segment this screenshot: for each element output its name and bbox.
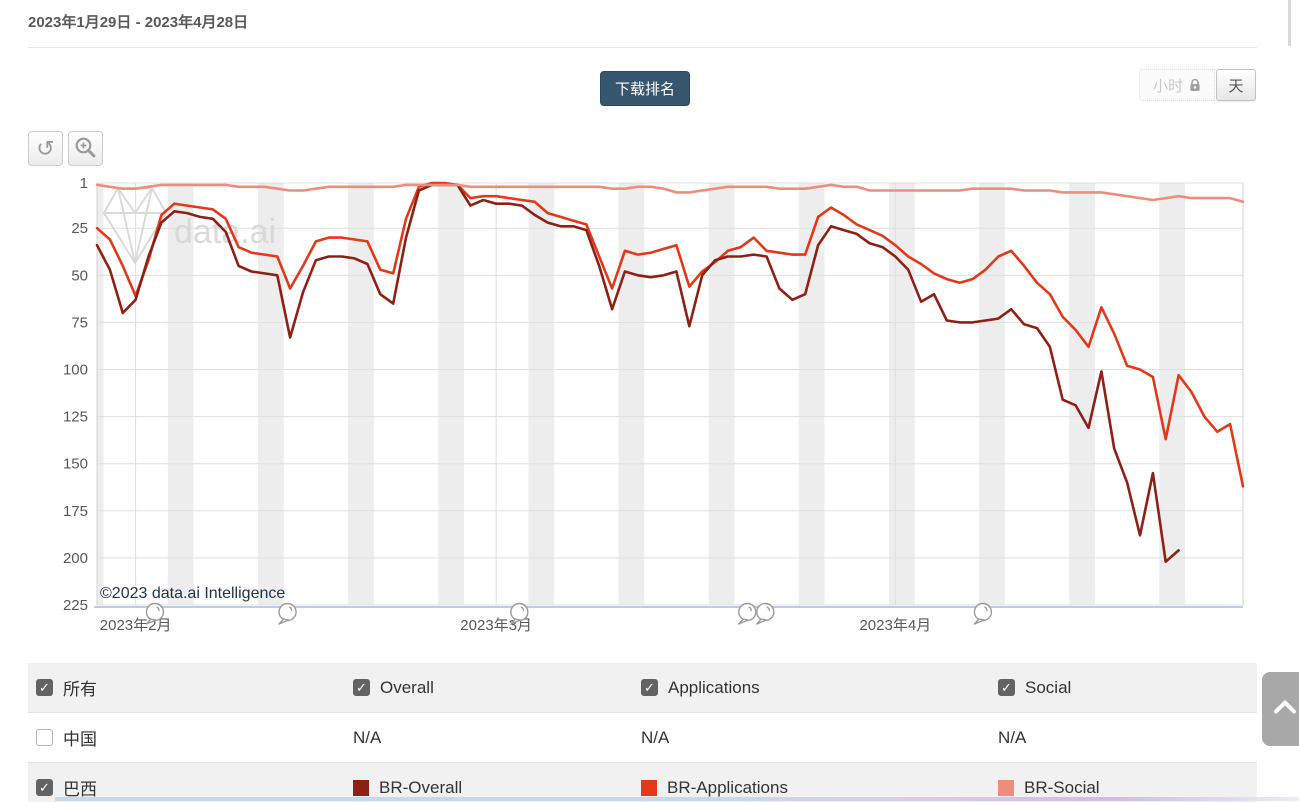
download-rank-button[interactable]: 下载排名 xyxy=(600,71,691,106)
series-br-social[interactable] xyxy=(95,183,1245,204)
series-swatch-brazil-social xyxy=(998,779,1014,796)
hour-toggle-button[interactable]: 小时 xyxy=(1139,69,1215,101)
granularity-toggle: 小时 天 xyxy=(1139,69,1256,101)
legend-row-all: ✓ 所有 ✓ Overall ✓ Applications ✓ Social xyxy=(28,663,1257,713)
checkbox-country-china[interactable] xyxy=(36,729,53,746)
legend-cell-country-china: 中国 xyxy=(28,713,345,762)
y-tick-label: 200 xyxy=(63,550,88,567)
reset-zoom-button[interactable]: ↺ xyxy=(28,131,63,166)
value-china-overall: N/A xyxy=(353,727,382,747)
hour-label: 小时 xyxy=(1152,77,1183,95)
legend-cell-social: ✓ Social xyxy=(990,663,1257,712)
annotation-bubble-icon[interactable] xyxy=(278,602,297,625)
legend-cell-china-overall: N/A xyxy=(345,713,633,762)
x-tick-label: 2023年2月 xyxy=(100,617,172,634)
label-brazil-overall: BR-Overall xyxy=(379,777,463,797)
label-brazil-social: BR-Social xyxy=(1024,777,1100,797)
annotation-bubble-icon[interactable] xyxy=(973,602,993,625)
legend-table: ✓ 所有 ✓ Overall ✓ Applications ✓ Social 中国 N/A N/A N… xyxy=(28,663,1257,802)
label-country-china: 中国 xyxy=(63,730,97,749)
y-tick-label: 225 xyxy=(63,597,88,614)
day-label: 天 xyxy=(1228,77,1244,95)
annotation-markers xyxy=(145,602,993,625)
label-brazil-applications: BR-Applications xyxy=(667,777,788,797)
y-tick-label: 100 xyxy=(63,362,88,379)
scroll-to-top-button[interactable] xyxy=(1262,672,1299,746)
y-tick-label: 75 xyxy=(71,314,88,331)
bottom-highlight-strip xyxy=(55,797,1299,801)
lock-icon xyxy=(1190,78,1200,91)
label-country-all: 所有 xyxy=(63,680,97,699)
y-tick-label: 1 xyxy=(80,175,88,192)
legend-cell-brazil-social: BR-Social xyxy=(990,763,1257,802)
annotation-bubble-icon[interactable] xyxy=(145,602,165,625)
legend-cell-brazil-overall: BR-Overall xyxy=(345,763,633,802)
checkbox-applications[interactable]: ✓ xyxy=(641,679,658,696)
legend-cell-overall: ✓ Overall xyxy=(345,663,633,712)
checkbox-overall[interactable]: ✓ xyxy=(353,679,370,696)
checkbox-country-brazil[interactable]: ✓ xyxy=(36,779,53,796)
annotation-bubble-icon[interactable] xyxy=(738,602,757,625)
series-swatch-brazil-applications xyxy=(641,779,657,796)
legend-cell-china-applications: N/A xyxy=(633,713,990,762)
chart-tools: ↺ xyxy=(28,131,103,166)
legend-cell-country-brazil: ✓ 巴西 xyxy=(28,763,345,802)
annotation-bubble-icon[interactable] xyxy=(510,602,529,625)
chevron-up-icon xyxy=(1273,700,1296,714)
value-china-applications: N/A xyxy=(641,727,670,747)
legend-row-brazil: ✓ 巴西 BR-Overall BR-Applications BR-Social xyxy=(28,763,1257,802)
y-tick-label: 25 xyxy=(71,220,88,237)
checkbox-social[interactable]: ✓ xyxy=(998,679,1015,696)
series-swatch-brazil-overall xyxy=(353,779,369,796)
copyright-text: ©2023 data.ai Intelligence xyxy=(100,585,285,602)
day-toggle-button[interactable]: 天 xyxy=(1216,69,1256,101)
series-br-overall[interactable] xyxy=(95,183,1180,563)
checkbox-country-all[interactable]: ✓ xyxy=(36,679,53,696)
label-overall: Overall xyxy=(380,677,434,697)
page-title: 2023年1月29日 - 2023年4月28日 xyxy=(28,14,249,31)
legend-cell-country-all: ✓ 所有 xyxy=(28,663,345,712)
scrollbar[interactable] xyxy=(1288,0,1291,46)
y-tick-label: 50 xyxy=(71,267,88,284)
x-tick-label: 2023年4月 xyxy=(859,617,931,634)
legend-cell-applications: ✓ Applications xyxy=(633,663,990,712)
label-social: Social xyxy=(1025,677,1072,697)
legend-row-china: 中国 N/A N/A N/A xyxy=(28,713,1257,763)
annotation-bubble-icon[interactable] xyxy=(756,602,775,625)
divider xyxy=(28,47,1257,48)
label-applications: Applications xyxy=(668,677,760,697)
value-china-social: N/A xyxy=(998,727,1027,747)
legend-cell-china-social: N/A xyxy=(990,713,1257,762)
legend-cell-brazil-applications: BR-Applications xyxy=(633,763,990,802)
label-country-brazil: 巴西 xyxy=(63,780,97,799)
y-tick-label: 175 xyxy=(63,503,88,520)
series-br-applications[interactable] xyxy=(95,181,1245,488)
y-tick-label: 125 xyxy=(63,409,88,426)
zoom-in-icon xyxy=(75,137,96,158)
zoom-in-button[interactable] xyxy=(68,131,103,166)
y-tick-label: 150 xyxy=(63,456,88,473)
undo-reset-icon: ↺ xyxy=(36,135,55,161)
